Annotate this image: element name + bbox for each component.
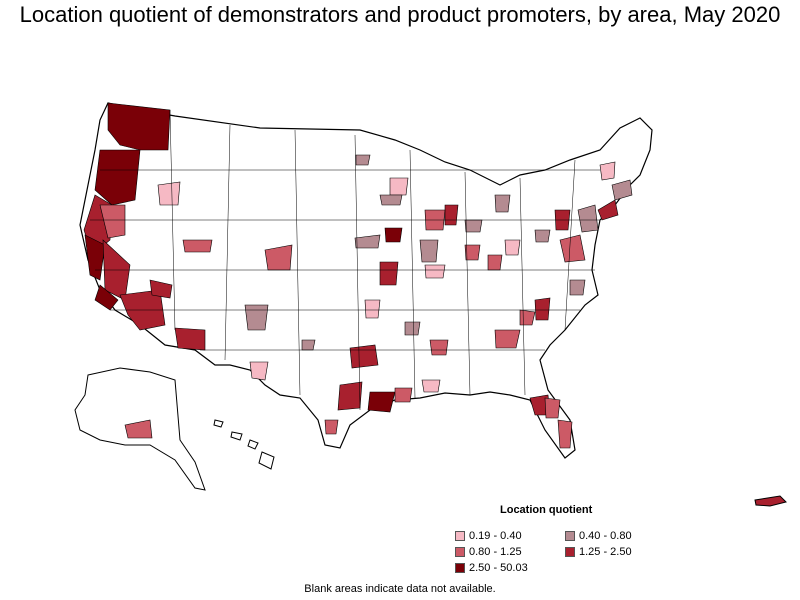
legend-swatch-0 xyxy=(455,531,465,541)
puerto-rico xyxy=(754,495,787,507)
legend-item-0: 0.19 - 0.40 xyxy=(455,530,522,542)
legend-label-1: 0.40 - 0.80 xyxy=(579,530,632,542)
legend-swatch-4 xyxy=(455,563,465,573)
legend-label-2: 0.80 - 1.25 xyxy=(469,546,522,558)
legend-label-3: 1.25 - 2.50 xyxy=(579,546,632,558)
hawaii-islands xyxy=(213,419,275,470)
legend-label-0: 0.19 - 0.40 xyxy=(469,530,522,542)
legend-label-4: 2.50 - 50.03 xyxy=(469,562,528,574)
legend-item-4: 2.50 - 50.03 xyxy=(455,562,528,574)
legend-swatch-3 xyxy=(565,547,575,557)
footnote: Blank areas indicate data not available. xyxy=(304,583,496,595)
map-title: Location quotient of demonstrators and p… xyxy=(19,2,781,27)
legend-swatch-2 xyxy=(455,547,465,557)
legend-swatch-1 xyxy=(565,531,575,541)
area-regions xyxy=(83,102,633,449)
legend-item-2: 0.80 - 1.25 xyxy=(455,546,522,558)
contiguous-us-outline xyxy=(79,102,653,459)
legend-item-1: 0.40 - 0.80 xyxy=(565,530,632,542)
area-boundaries xyxy=(90,109,600,411)
legend-title: Location quotient xyxy=(500,504,593,516)
legend-item-3: 1.25 - 2.50 xyxy=(565,546,632,558)
